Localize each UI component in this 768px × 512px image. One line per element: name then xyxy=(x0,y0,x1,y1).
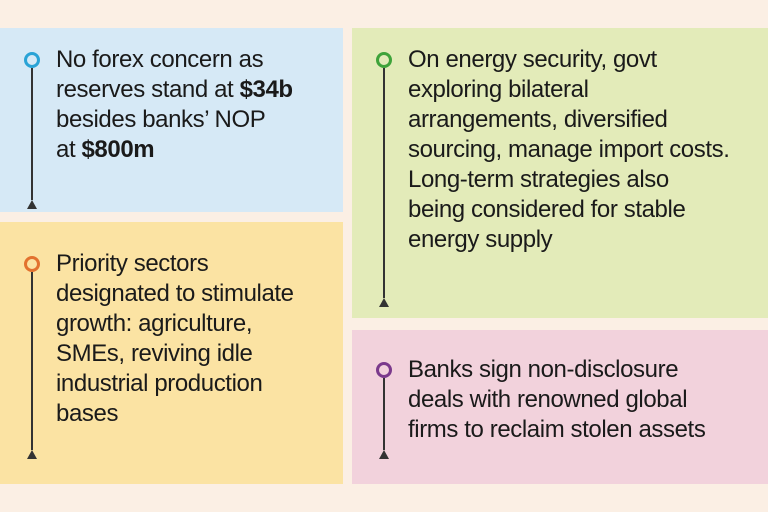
priority-panel: Priority sectors designated to stimulate… xyxy=(0,222,343,484)
pin-circle xyxy=(24,256,40,272)
energy-text: On energy security, govt exploring bilat… xyxy=(408,46,730,253)
forex-line2: reserves stand at $34b xyxy=(56,76,293,103)
banks-text: Banks sign non-disclosure deals with ren… xyxy=(408,356,706,443)
nop-value: $800m xyxy=(81,136,155,163)
forex-panel: No forex concern as reserves stand at $3… xyxy=(0,28,343,212)
forex-text: No forex concern as reserves stand at $3… xyxy=(56,45,293,165)
forex-line1: No forex concern as xyxy=(56,46,264,73)
energy-panel: On energy security, govt exploring bilat… xyxy=(352,28,768,318)
reserves-value: $34b xyxy=(239,76,294,103)
banks-panel: Banks sign non-disclosure deals with ren… xyxy=(352,330,768,484)
pin-circle xyxy=(24,52,40,68)
pin-circle xyxy=(376,52,392,68)
forex-line3: besides banks’ NOP xyxy=(56,106,266,133)
pin-circle xyxy=(376,362,392,378)
priority-text: Priority sectors designated to stimulate… xyxy=(56,250,294,427)
forex-line4: at $800m xyxy=(56,136,155,163)
